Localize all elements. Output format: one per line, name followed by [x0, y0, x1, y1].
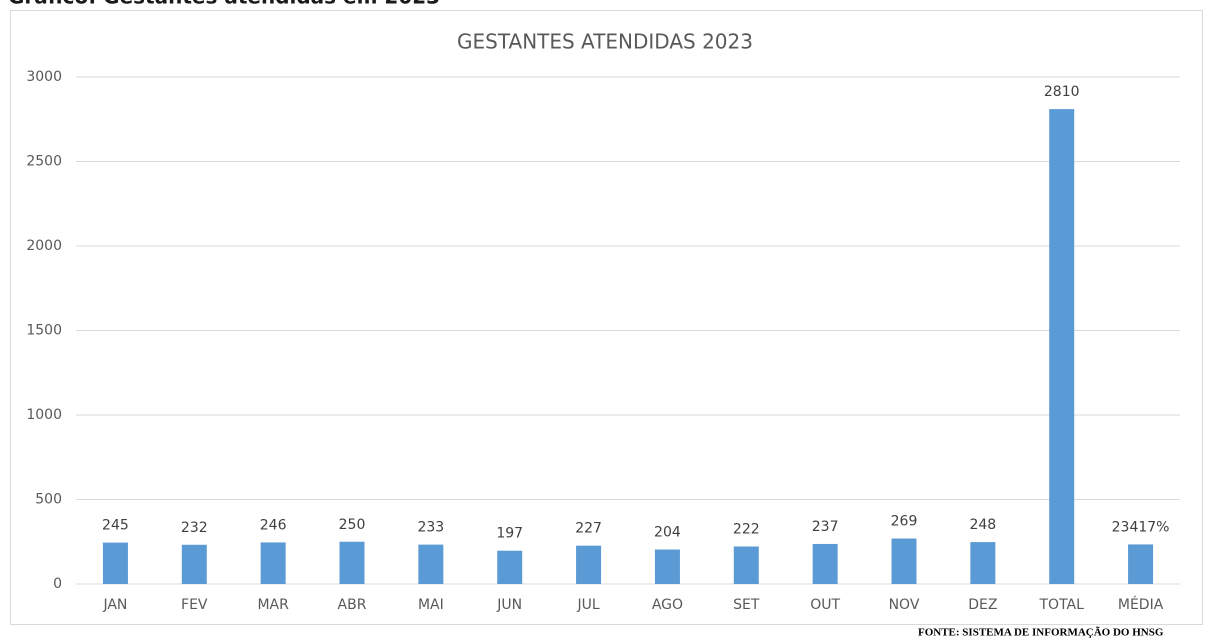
value-label: 23417% [1112, 519, 1170, 535]
value-label: 197 [496, 526, 523, 542]
bar [497, 550, 523, 584]
x-tick-label: MAI [418, 597, 444, 613]
y-tick-label: 2000 [26, 238, 62, 254]
bar [654, 549, 680, 584]
value-label: 269 [891, 514, 918, 530]
x-tick-label: DEZ [968, 597, 997, 613]
x-tick-label: TOTAL [1039, 597, 1085, 613]
bar [102, 542, 128, 584]
value-label: 204 [654, 525, 681, 541]
y-tick-label: 2500 [26, 154, 62, 170]
bar [970, 542, 996, 584]
value-label: 237 [812, 519, 839, 535]
bar [1128, 544, 1154, 584]
value-label: 250 [339, 517, 366, 533]
y-tick-label: 3000 [26, 69, 62, 85]
footer: FONTE: SISTEMA DE INFORMAÇÃO DO HNSG [918, 627, 1164, 639]
value-label: 222 [733, 521, 760, 537]
bar [891, 538, 917, 584]
x-tick-label: JUN [496, 597, 522, 613]
value-label: 232 [181, 520, 208, 536]
chart-frame [10, 10, 1203, 625]
page-header: Gráfico: Gestantes atendidas em 2023 [8, 0, 440, 9]
bar [339, 541, 365, 584]
x-tick-label: JUL [576, 597, 599, 613]
bar [576, 545, 602, 584]
y-tick-label: 1000 [26, 407, 62, 423]
value-label: 248 [969, 517, 996, 533]
value-label: 2810 [1044, 84, 1080, 100]
x-tick-label: MÉDIA [1118, 596, 1164, 613]
value-label: 227 [575, 521, 602, 537]
value-label: 233 [417, 520, 444, 536]
value-label: 246 [260, 517, 287, 533]
bar [812, 543, 838, 584]
x-tick-label: NOV [889, 597, 920, 613]
x-tick-label: MAR [257, 597, 289, 613]
x-tick-label: JAN [102, 597, 127, 613]
x-tick-label: OUT [810, 597, 840, 613]
y-tick-label: 0 [53, 576, 62, 592]
x-tick-label: SET [733, 597, 760, 613]
bar [418, 544, 444, 584]
x-tick-label: FEV [181, 597, 208, 613]
chart-title: GESTANTES ATENDIDAS 2023 [457, 30, 753, 54]
value-label: 245 [102, 518, 129, 534]
y-tick-label: 500 [35, 492, 62, 508]
bar [260, 542, 286, 584]
bar [1049, 109, 1075, 585]
y-tick-label: 1500 [26, 323, 62, 339]
bar [733, 546, 759, 584]
bar [181, 544, 207, 584]
x-tick-label: ABR [338, 597, 367, 613]
x-tick-label: AGO [652, 597, 683, 613]
